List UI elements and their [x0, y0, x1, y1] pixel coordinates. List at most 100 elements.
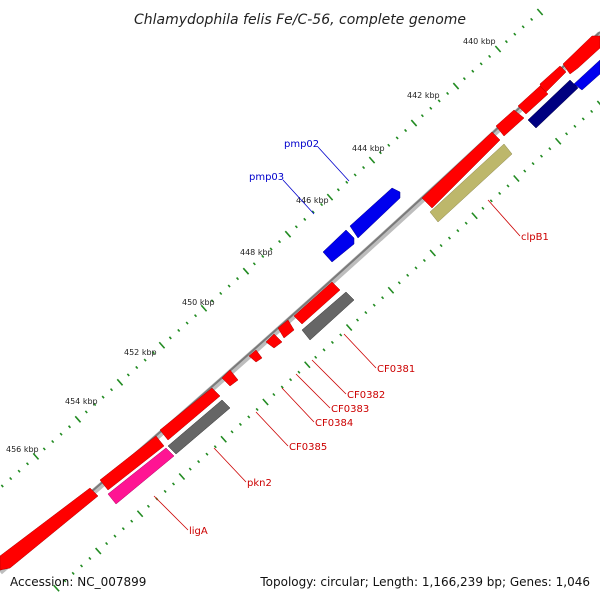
inner-ring-tick	[178, 472, 186, 481]
gene-reverse-blue[interactable]	[573, 59, 600, 91]
inner-ring-tick	[255, 407, 259, 412]
inner-ring-tick	[471, 212, 478, 220]
inner-ring-tick	[322, 348, 326, 352]
label-cf0381[interactable]: CF0381	[377, 364, 415, 375]
outer-ring-tick	[437, 99, 441, 103]
label-clpB1[interactable]: clpB1	[521, 232, 549, 243]
outer-ring-tick	[536, 8, 544, 16]
outer-ring-tick	[51, 439, 55, 444]
label-cf0383[interactable]: CF0383	[331, 404, 369, 415]
inner-ring-tick	[364, 311, 368, 315]
inner-ring-tick	[372, 303, 376, 307]
outer-ring-tick	[236, 277, 240, 281]
outer-ring-tick	[362, 165, 366, 170]
inner-ring-tick	[387, 286, 395, 294]
outer-ring-tick	[177, 328, 181, 333]
inner-ring-tick	[513, 174, 520, 183]
genome-summary-text: Topology: circular; Length: 1,166,239 bp…	[259, 575, 590, 589]
inner-ring-tick	[247, 415, 251, 419]
gene-forward-red[interactable]	[265, 333, 283, 349]
outer-ring-tick	[74, 415, 82, 423]
gene-forward-red[interactable]	[293, 281, 341, 325]
gene-forward-red[interactable]	[517, 85, 549, 115]
gene-forward-red[interactable]	[159, 387, 221, 441]
outer-ring-tick	[311, 210, 315, 214]
outer-ring-tick	[126, 373, 130, 377]
inner-ring-tick	[489, 199, 493, 203]
inner-ring-tick	[163, 489, 167, 493]
gene-pmp02[interactable]	[349, 187, 401, 239]
gene-forward-red[interactable]	[562, 35, 600, 75]
inner-ring-tick	[272, 392, 276, 397]
outer-ring-tick	[420, 114, 424, 118]
gene-forward-red[interactable]	[248, 349, 263, 363]
inner-ring-tick	[339, 333, 343, 337]
inner-ring-tick	[481, 206, 485, 210]
outer-ring-tick	[294, 225, 298, 229]
outer-ring-tick	[227, 284, 231, 288]
label-pmp02[interactable]: pmp02	[284, 139, 319, 150]
tick-label-448: 448 kbp	[240, 248, 273, 257]
outer-ring-tick	[93, 402, 97, 407]
outer-ring-tick	[410, 119, 418, 127]
inner-ring-tick	[297, 370, 301, 374]
inner-ring-tick	[573, 124, 577, 128]
outer-ring-tick	[521, 25, 525, 29]
inner-ring-tick	[596, 100, 600, 106]
inner-ring-tick	[113, 534, 117, 538]
outer-ring-tick	[326, 193, 334, 201]
gene-forward-red[interactable]	[99, 435, 165, 491]
inner-ring-tick	[136, 510, 144, 518]
label-ligA[interactable]: ligA	[189, 526, 208, 537]
inner-ring-tick	[464, 221, 468, 225]
label-cf0385[interactable]: CF0385	[289, 442, 327, 453]
outer-ring-tick	[462, 77, 466, 81]
inner-ring-tick	[345, 323, 353, 332]
outer-ring-tick	[261, 254, 265, 258]
outer-ring-tick	[368, 156, 376, 164]
outer-ring-tick	[278, 240, 282, 244]
outer-ring-tick	[336, 188, 340, 192]
gene-forward-red-clpB1[interactable]	[421, 131, 501, 209]
inner-ring-tick	[280, 385, 284, 389]
gene-reverse-pink-ligA[interactable]	[107, 447, 175, 505]
label-cf0384[interactable]: CF0384	[315, 418, 353, 429]
tick-label-442: 442 kbp	[407, 91, 440, 100]
outer-ring-tick	[494, 45, 502, 53]
inner-ring-tick	[397, 281, 401, 285]
outer-ring-tick	[303, 217, 307, 221]
inner-ring-tick	[506, 184, 510, 188]
inner-ring-tick	[381, 296, 385, 300]
outer-ring-tick	[395, 136, 399, 140]
label-cf0382[interactable]: CF0382	[347, 390, 385, 401]
gene-pmp03[interactable]	[322, 229, 355, 263]
outer-ring-tick	[404, 128, 408, 133]
inner-ring-tick	[71, 571, 75, 575]
gene-reverse-navy[interactable]	[527, 79, 579, 129]
inner-ring-tick	[523, 169, 527, 173]
label-pmp03[interactable]: pmp03	[249, 172, 284, 183]
leader-cf0382	[311, 359, 347, 395]
outer-ring-tick	[158, 341, 166, 349]
gene-forward-red[interactable]	[0, 487, 99, 571]
gene-forward-red[interactable]	[495, 109, 525, 137]
inner-ring-tick	[304, 361, 311, 369]
inner-dotted-ring	[53, 100, 600, 592]
label-pkn2[interactable]: pkn2	[247, 478, 272, 489]
outer-ring-tick	[530, 17, 534, 21]
map-title: Chlamydophila felis Fe/C-56, complete ge…	[134, 12, 466, 28]
outer-ring-tick	[168, 336, 172, 340]
gene-forward-red[interactable]	[221, 369, 239, 387]
inner-ring-tick	[539, 154, 543, 158]
outer-ring-tick	[284, 230, 292, 238]
gene-reverse-olive[interactable]	[429, 143, 513, 223]
gene-forward-red[interactable]	[277, 319, 295, 339]
gene-reverse-gray[interactable]	[167, 399, 231, 455]
outer-dotted-ring	[0, 8, 544, 488]
outer-ring-tick	[345, 180, 349, 184]
inner-ring-tick	[548, 147, 552, 151]
outer-ring-tick	[101, 395, 105, 399]
inner-ring-tick	[130, 519, 134, 523]
gene-reverse-gray[interactable]	[301, 291, 355, 341]
inner-ring-tick	[554, 137, 562, 145]
